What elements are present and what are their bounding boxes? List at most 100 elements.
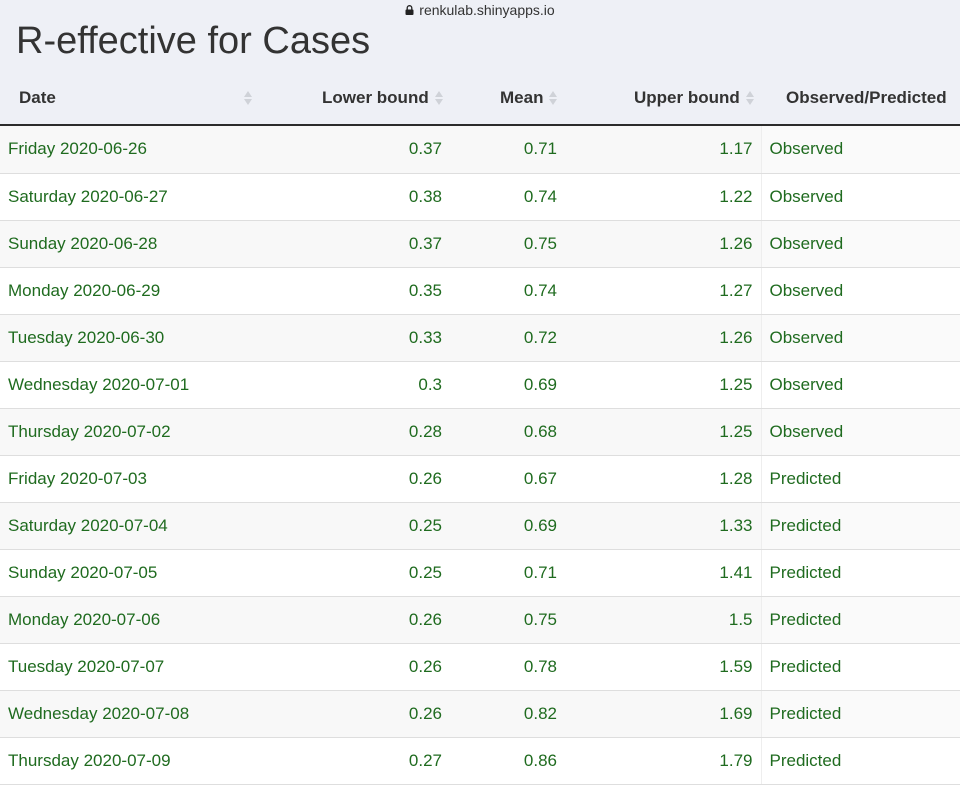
table-row: Wednesday 2020-07-08 0.26 0.82 1.69 Predicte… — [0, 690, 960, 738]
cell-lower-bound: 0.27 — [250, 737, 450, 785]
cell-observed-predicted: Observed — [760, 173, 960, 221]
cell-upper-bound: 1.5 — [565, 596, 761, 644]
cell-lower-bound: 0.26 — [250, 455, 450, 503]
cell-observed-predicted: Predicted — [760, 643, 960, 691]
cell-upper-bound: 1.79 — [565, 737, 761, 785]
column-header-label: Observed/Predicted — [786, 88, 947, 107]
cell-observed-predicted: Observed — [760, 361, 960, 409]
cell-upper-bound: 1.27 — [565, 267, 761, 315]
cell-upper-bound: 1.22 — [565, 173, 761, 221]
cell-lower-bound: 0.26 — [250, 690, 450, 738]
table-row: Friday 2020-06-26 0.37 0.71 1.17 Observed — [0, 126, 960, 174]
table-row: Tuesday 2020-06-30 0.33 0.72 1.26 Observed — [0, 314, 960, 362]
cell-upper-bound: 1.26 — [565, 314, 761, 362]
url-text: renkulab.shinyapps.io — [419, 2, 555, 18]
lock-icon — [405, 5, 414, 15]
cell-date: Wednesday 2020-07-08 — [0, 690, 250, 738]
cell-mean: 0.71 — [450, 126, 565, 174]
cell-observed-predicted: Observed — [760, 408, 960, 456]
cell-date: Friday 2020-06-26 — [0, 126, 250, 174]
cell-lower-bound: 0.28 — [250, 408, 450, 456]
cell-date: Saturday 2020-06-27 — [0, 173, 250, 221]
column-header-label: Mean — [500, 88, 544, 107]
cell-upper-bound: 1.25 — [565, 361, 761, 409]
cell-observed-predicted: Predicted — [760, 549, 960, 597]
cell-mean: 0.69 — [450, 361, 565, 409]
r-effective-table: Friday 2020-06-26 0.37 0.71 1.17 Observed Sat… — [0, 126, 960, 785]
cell-mean: 0.69 — [450, 502, 565, 550]
cell-observed-predicted: Predicted — [760, 737, 960, 785]
table-row: Friday 2020-07-03 0.26 0.67 1.28 Predicted — [0, 455, 960, 503]
table-row: Sunday 2020-06-28 0.37 0.75 1.26 Observed — [0, 220, 960, 268]
column-header-date[interactable]: Date — [19, 72, 56, 124]
cell-upper-bound: 1.41 — [565, 549, 761, 597]
table-row: Monday 2020-07-06 0.26 0.75 1.5 Predicted — [0, 596, 960, 644]
cell-observed-predicted: Observed — [760, 267, 960, 315]
cell-date: Tuesday 2020-07-07 — [0, 643, 250, 691]
sort-icon[interactable] — [244, 89, 252, 107]
table-row: Thursday 2020-07-02 0.28 0.68 1.25 Observed — [0, 408, 960, 456]
table-row: Sunday 2020-07-05 0.25 0.71 1.41 Predicted — [0, 549, 960, 597]
cell-observed-predicted: Observed — [760, 220, 960, 268]
cell-mean: 0.71 — [450, 549, 565, 597]
cell-date: Sunday 2020-07-05 — [0, 549, 250, 597]
sort-icon[interactable] — [434, 89, 443, 107]
cell-mean: 0.78 — [450, 643, 565, 691]
column-header-label: Lower bound — [322, 88, 429, 107]
cell-mean: 0.72 — [450, 314, 565, 362]
cell-observed-predicted: Predicted — [760, 596, 960, 644]
cell-observed-predicted: Predicted — [760, 690, 960, 738]
cell-mean: 0.86 — [450, 737, 565, 785]
page-title: R-effective for Cases — [16, 20, 371, 62]
column-header-mean[interactable]: Mean — [500, 72, 558, 124]
cell-upper-bound: 1.26 — [565, 220, 761, 268]
sort-icon[interactable] — [745, 89, 754, 107]
cell-upper-bound: 1.69 — [565, 690, 761, 738]
cell-upper-bound: 1.25 — [565, 408, 761, 456]
cell-date: Sunday 2020-06-28 — [0, 220, 250, 268]
cell-lower-bound: 0.37 — [250, 126, 450, 174]
column-header-label: Upper bound — [634, 88, 740, 107]
cell-upper-bound: 1.28 — [565, 455, 761, 503]
cell-upper-bound: 1.33 — [565, 502, 761, 550]
cell-lower-bound: 0.26 — [250, 596, 450, 644]
cell-mean: 0.74 — [450, 173, 565, 221]
cell-date: Wednesday 2020-07-01 — [0, 361, 250, 409]
cell-lower-bound: 0.37 — [250, 220, 450, 268]
cell-mean: 0.67 — [450, 455, 565, 503]
cell-observed-predicted: Observed — [760, 126, 960, 174]
cell-observed-predicted: Predicted — [760, 455, 960, 503]
cell-date: Thursday 2020-07-02 — [0, 408, 250, 456]
cell-upper-bound: 1.59 — [565, 643, 761, 691]
cell-date: Saturday 2020-07-04 — [0, 502, 250, 550]
cell-lower-bound: 0.26 — [250, 643, 450, 691]
table-row: Thursday 2020-07-09 0.27 0.86 1.79 Predicted — [0, 737, 960, 785]
table-row: Saturday 2020-07-04 0.25 0.69 1.33 Predicted — [0, 502, 960, 550]
cell-lower-bound: 0.3 — [250, 361, 450, 409]
cell-date: Thursday 2020-07-09 — [0, 737, 250, 785]
cell-mean: 0.68 — [450, 408, 565, 456]
cell-observed-predicted: Predicted — [760, 502, 960, 550]
table-row: Saturday 2020-06-27 0.38 0.74 1.22 Observed — [0, 173, 960, 221]
cell-lower-bound: 0.33 — [250, 314, 450, 362]
column-header-label: Date — [19, 88, 56, 107]
cell-mean: 0.75 — [450, 220, 565, 268]
page-header: R-effective for Cases Date Lower bound M… — [0, 20, 960, 126]
cell-lower-bound: 0.38 — [250, 173, 450, 221]
browser-address-bar[interactable]: renkulab.shinyapps.io — [0, 0, 960, 20]
column-header-lower-bound[interactable]: Lower bound — [322, 72, 443, 124]
cell-upper-bound: 1.17 — [565, 126, 761, 174]
cell-lower-bound: 0.25 — [250, 502, 450, 550]
cell-mean: 0.75 — [450, 596, 565, 644]
table-row: Wednesday 2020-07-01 0.3 0.69 1.25 Observed — [0, 361, 960, 409]
sort-icon[interactable] — [549, 89, 558, 107]
cell-mean: 0.74 — [450, 267, 565, 315]
cell-date: Friday 2020-07-03 — [0, 455, 250, 503]
column-header-observed-predicted[interactable]: Observed/Predicted — [786, 72, 947, 124]
cell-mean: 0.82 — [450, 690, 565, 738]
cell-lower-bound: 0.25 — [250, 549, 450, 597]
table-header: Date Lower bound Mean Upper bound Observ… — [0, 72, 960, 124]
table-row: Monday 2020-06-29 0.35 0.74 1.27 Observed — [0, 267, 960, 315]
table-row: Tuesday 2020-07-07 0.26 0.78 1.59 Predicted — [0, 643, 960, 691]
column-header-upper-bound[interactable]: Upper bound — [634, 72, 754, 124]
